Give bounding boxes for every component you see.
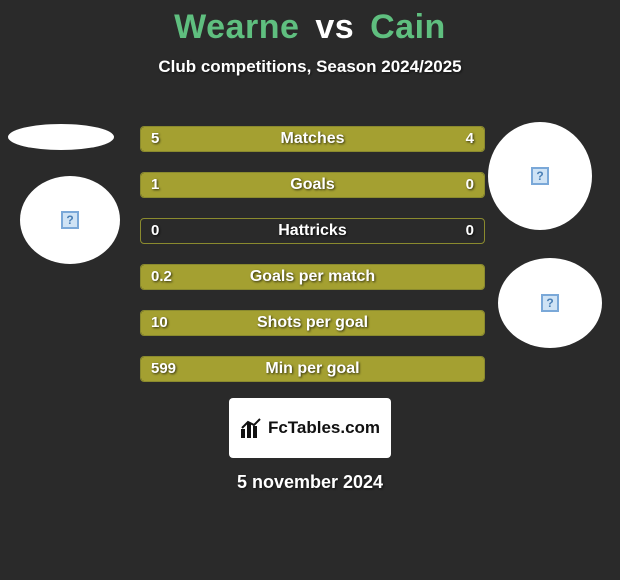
player2-avatar-placeholder-2: ? (498, 258, 602, 348)
stat-label: Shots per goal (141, 311, 484, 335)
stat-label: Goals per match (141, 265, 484, 289)
stat-label: Min per goal (141, 357, 484, 381)
stat-value-right: 0 (466, 173, 474, 197)
player2-avatar-placeholder-1: ? (488, 122, 592, 230)
stat-row: 1Goals0 (140, 172, 485, 198)
stat-value-right: 4 (466, 127, 474, 151)
stats-list: 5Matches41Goals00Hattricks00.2Goals per … (140, 126, 485, 402)
comparison-card: Wearne vs Cain Club competitions, Season… (0, 0, 620, 580)
stat-row: 599Min per goal (140, 356, 485, 382)
bars-icon (240, 417, 262, 439)
stat-label: Hattricks (141, 219, 484, 243)
badge-text: FcTables.com (268, 418, 380, 438)
question-icon: ? (61, 211, 79, 229)
date: 5 november 2024 (0, 472, 620, 493)
player1-name: Wearne (174, 8, 299, 46)
stat-row: 0Hattricks0 (140, 218, 485, 244)
stat-label: Matches (141, 127, 484, 151)
player1-avatar-placeholder: ? (20, 176, 120, 264)
decor-ellipse (8, 124, 114, 150)
stat-row: 0.2Goals per match (140, 264, 485, 290)
question-icon: ? (541, 294, 559, 312)
fctables-badge: FcTables.com (229, 398, 391, 458)
title: Wearne vs Cain (0, 0, 620, 47)
stat-row: 10Shots per goal (140, 310, 485, 336)
vs-label: vs (315, 8, 354, 46)
question-icon: ? (531, 167, 549, 185)
subtitle: Club competitions, Season 2024/2025 (0, 57, 620, 77)
player2-name: Cain (370, 8, 446, 46)
stat-value-right: 0 (466, 219, 474, 243)
stat-row: 5Matches4 (140, 126, 485, 152)
stat-label: Goals (141, 173, 484, 197)
footer: FcTables.com 5 november 2024 (0, 390, 620, 493)
